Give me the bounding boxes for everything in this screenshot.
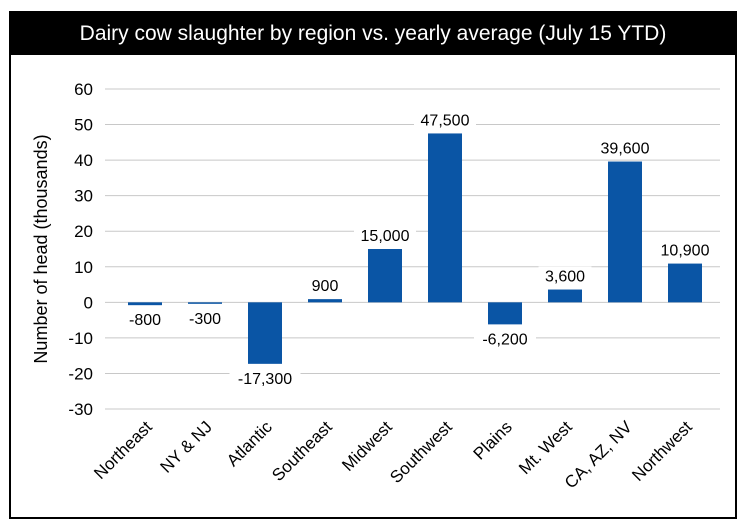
category-label: Mt. West xyxy=(515,417,576,478)
value-label: -17,300 xyxy=(238,371,292,388)
y-tick-label: 0 xyxy=(84,293,93,312)
value-labels: -800 -300 -17,300 900 15,000 47,500 -6,200 3,60… xyxy=(123,110,716,389)
value-label-background xyxy=(538,266,592,287)
bar xyxy=(308,299,342,303)
value-label-background xyxy=(229,368,301,389)
bar xyxy=(668,263,702,303)
bar xyxy=(128,302,162,306)
y-tick-label: -30 xyxy=(68,400,93,419)
bar xyxy=(368,249,402,303)
value-label-background xyxy=(354,226,416,246)
value-label-background xyxy=(183,308,227,329)
value-label: -6,200 xyxy=(482,331,527,348)
bar xyxy=(428,133,462,303)
value-label-background xyxy=(307,276,343,297)
category-label: Northwest xyxy=(628,417,696,485)
category-label: NY & NJ xyxy=(157,417,216,476)
category-label: Atlantic xyxy=(223,417,276,470)
y-tick-label: -10 xyxy=(68,329,93,348)
value-label: 3,600 xyxy=(545,269,585,286)
category-label: Midwest xyxy=(338,417,396,475)
value-label-background xyxy=(474,329,536,350)
value-label: 900 xyxy=(312,278,339,295)
value-label-background xyxy=(414,110,476,131)
bar xyxy=(488,302,522,325)
y-axis-ticks: 60 50 40 30 20 10 0 -10 -20 -30 xyxy=(68,80,93,419)
y-tick-label: -20 xyxy=(68,364,93,383)
value-label: 47,500 xyxy=(421,112,470,129)
value-label-background xyxy=(654,240,716,261)
bar xyxy=(248,302,282,364)
y-axis-title: Number of head (thousands) xyxy=(31,134,51,363)
category-label: Southwest xyxy=(386,417,456,487)
y-tick-label: 20 xyxy=(74,222,93,241)
value-label: 15,000 xyxy=(361,228,410,245)
y-tick-label: 50 xyxy=(74,116,93,135)
value-label: 10,900 xyxy=(661,243,710,260)
bars xyxy=(128,133,702,364)
y-tick-label: 10 xyxy=(74,258,93,277)
bar xyxy=(188,302,222,304)
value-label-background xyxy=(594,138,656,159)
category-label: Plains xyxy=(470,417,516,463)
chart-title: Dairy cow slaughter by region vs. yearly… xyxy=(11,13,735,55)
value-label: 39,600 xyxy=(601,141,650,158)
y-tick-label: 40 xyxy=(74,151,93,170)
bar xyxy=(548,289,582,303)
y-tick-label: 60 xyxy=(74,80,93,99)
category-label: Northeast xyxy=(90,417,156,483)
value-label: -800 xyxy=(129,312,161,329)
value-label-background xyxy=(123,310,167,331)
y-tick-label: 30 xyxy=(74,187,93,206)
bar xyxy=(608,161,642,303)
category-label: Southeast xyxy=(268,417,336,485)
value-label: -300 xyxy=(189,311,221,328)
